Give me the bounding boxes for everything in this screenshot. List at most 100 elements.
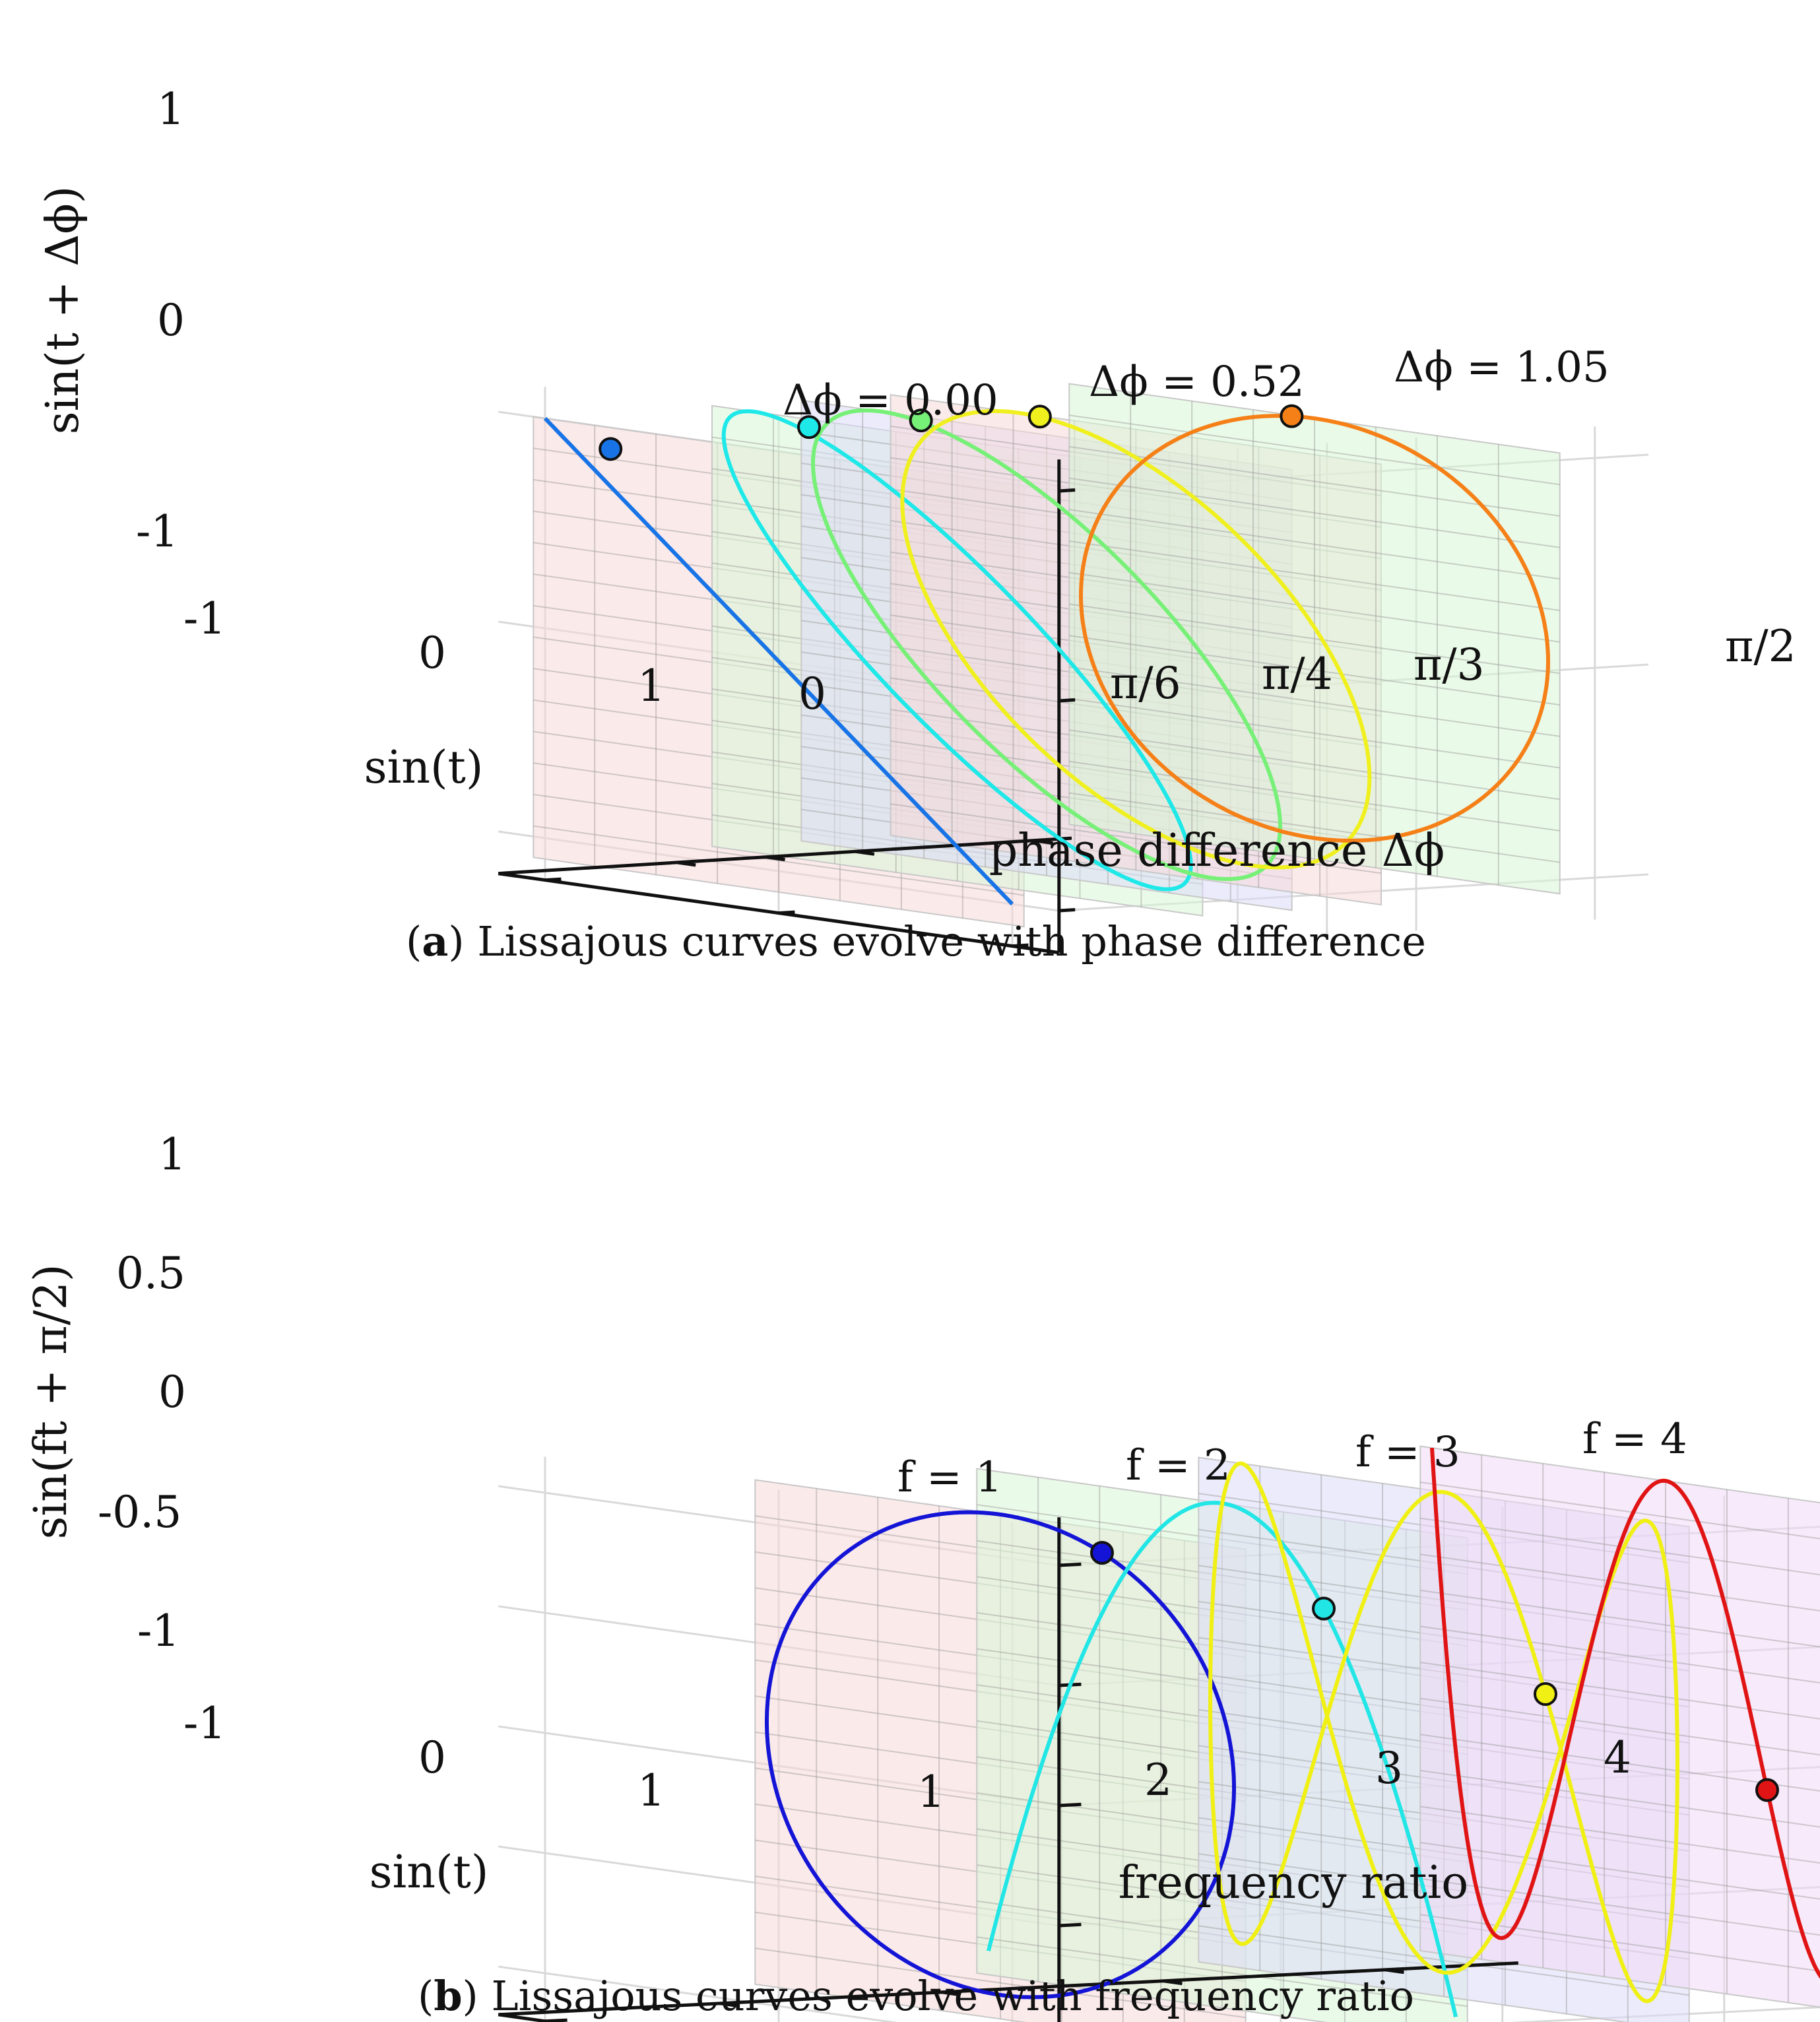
lissajous-curve bbox=[1430, 1448, 1820, 1979]
plane-grid-line bbox=[890, 803, 1382, 874]
panel-a: 1 0 -1 -1 0 1 0 π/6 π/4 π/3 π/2 sin(t + … bbox=[37, 84, 1796, 965]
a-ztick-label: 0 bbox=[798, 669, 826, 719]
plane-grid-line bbox=[533, 825, 1024, 896]
plane-grid-line bbox=[1069, 603, 1560, 674]
plane-grid-line bbox=[1420, 1842, 1820, 1900]
plane-grid-line bbox=[1069, 698, 1560, 769]
a-xlabel: sin(t) bbox=[364, 742, 484, 794]
a-xtick-label: 0 bbox=[418, 628, 446, 678]
plane-grid-line bbox=[1069, 792, 1560, 863]
a-caption-letter: a bbox=[422, 917, 448, 965]
plane-grid-line bbox=[1420, 1877, 1820, 1936]
b-xtick-label: 0 bbox=[418, 1732, 446, 1783]
z-axis-line bbox=[498, 836, 1072, 876]
curve-marker bbox=[1280, 404, 1304, 428]
b-caption-text: ) Lissajous curves evolve with frequency… bbox=[463, 1972, 1414, 2020]
curve-marker bbox=[1311, 1596, 1336, 1621]
a-ytick-label: -1 bbox=[136, 506, 178, 557]
phase-plane bbox=[1068, 383, 1561, 895]
b-xtick-label: -1 bbox=[183, 1698, 226, 1749]
panel-b-markers bbox=[1089, 1540, 1779, 1802]
z-tick bbox=[941, 1990, 961, 1997]
b-ytick-label: 1 bbox=[158, 1129, 186, 1180]
panel-a-markers bbox=[599, 404, 1304, 461]
b-zlabel: frequency ratio bbox=[1119, 1857, 1468, 1909]
lissajous-curve bbox=[1078, 414, 1551, 843]
z-tick bbox=[1163, 1979, 1183, 1986]
a-ztick-label: π/3 bbox=[1414, 639, 1485, 690]
y-tick bbox=[1058, 1802, 1082, 1808]
plane-grid-line bbox=[1420, 1806, 1820, 1864]
b-ytick-label: -1 bbox=[137, 1606, 179, 1656]
curve-marker bbox=[909, 408, 933, 433]
panel-a-curves bbox=[543, 408, 1551, 906]
panel-a-phase-planes bbox=[533, 383, 1561, 928]
z-tick bbox=[855, 849, 875, 856]
lissajous-curve bbox=[721, 409, 1193, 892]
y-tick bbox=[1058, 1562, 1082, 1567]
b-ztick-label: 2 bbox=[1144, 1755, 1172, 1806]
curve-marker bbox=[1533, 1682, 1557, 1707]
a-ytick-label: 1 bbox=[157, 84, 185, 135]
a-ztick-label: π/2 bbox=[1725, 621, 1796, 672]
curve-marker bbox=[1089, 1540, 1114, 1565]
lissajous-curve bbox=[900, 408, 1372, 870]
plane-grid-line bbox=[1069, 477, 1560, 548]
plane-grid-line bbox=[1420, 1517, 1820, 1576]
b-ylabel: sin(ft + π/2) bbox=[25, 1264, 77, 1539]
lissajous-curve bbox=[543, 416, 1014, 906]
a-caption: (a) Lissajous curves evolve with phase d… bbox=[406, 917, 1426, 965]
panel-b-axes bbox=[498, 1517, 1518, 2022]
b-xlabel: sin(t) bbox=[370, 1846, 489, 1899]
plane-grid-line bbox=[1420, 1697, 1820, 1756]
y-tick bbox=[1058, 908, 1076, 913]
a-zlabel: phase difference Δϕ bbox=[989, 825, 1445, 877]
curve-marker bbox=[797, 415, 822, 440]
plane-grid-line bbox=[1069, 571, 1560, 643]
x-tick bbox=[1012, 943, 1029, 948]
z-tick bbox=[498, 872, 517, 878]
b-ytick-label: -0.5 bbox=[98, 1487, 181, 1538]
a-caption-text: ) Lissajous curves evolve with phase dif… bbox=[448, 917, 1426, 965]
a-annotation: Δϕ = 0.52 bbox=[1089, 358, 1305, 407]
b-annotation: f = 2 bbox=[1126, 1441, 1231, 1490]
panel-a-axes bbox=[498, 459, 1076, 955]
curve-marker bbox=[1027, 405, 1052, 429]
a-ztick-label: π/6 bbox=[1110, 658, 1181, 709]
grid-line bbox=[1509, 2006, 1820, 2022]
plane-grid-line bbox=[755, 1947, 1246, 2019]
a-xtick-label: -1 bbox=[183, 593, 226, 644]
panel-b: 1 0.5 0 -0.5 -1 -1 0 1 1 2 3 4 sin(ft + … bbox=[25, 1129, 1820, 2022]
panel-b-frequency-planes bbox=[754, 1445, 1820, 2022]
plane-grid-line bbox=[1069, 445, 1560, 517]
b-xtick-label: 1 bbox=[637, 1765, 665, 1816]
z-tick bbox=[676, 861, 696, 867]
plane-grid-line bbox=[1069, 414, 1560, 486]
a-ylabel: sin(t + Δϕ) bbox=[37, 186, 89, 435]
y-tick bbox=[1058, 1922, 1082, 1928]
plane-grid-line bbox=[1069, 729, 1560, 800]
plane-grid-line bbox=[1420, 1589, 1820, 1648]
curve-marker bbox=[1755, 1778, 1779, 1802]
plane-grid-line bbox=[1420, 1769, 1820, 1828]
z-tick bbox=[719, 2002, 739, 2008]
b-caption-letter: b bbox=[434, 1972, 462, 2020]
a-ytick-label: 0 bbox=[157, 295, 185, 346]
x-tick bbox=[778, 910, 795, 915]
x-tick bbox=[544, 2018, 568, 2022]
lissajous-curve bbox=[1208, 1461, 1679, 2004]
a-xtick-label: 1 bbox=[637, 661, 665, 711]
plane-grid-line bbox=[1420, 1482, 1820, 1540]
curve-marker bbox=[599, 437, 623, 461]
z-tick bbox=[1033, 839, 1053, 845]
b-annotation: f = 1 bbox=[897, 1453, 1002, 1502]
z-tick bbox=[1384, 1968, 1404, 1974]
b-annotation: f = 3 bbox=[1355, 1428, 1460, 1477]
y-tick bbox=[1058, 488, 1076, 493]
b-caption: (b) Lissajous curves evolve with frequen… bbox=[418, 1972, 1414, 2020]
x-tick bbox=[544, 877, 562, 882]
plane-grid-line bbox=[1420, 1625, 1820, 1684]
b-annotation: f = 4 bbox=[1582, 1415, 1687, 1464]
b-ytick-label: 0 bbox=[158, 1367, 186, 1418]
